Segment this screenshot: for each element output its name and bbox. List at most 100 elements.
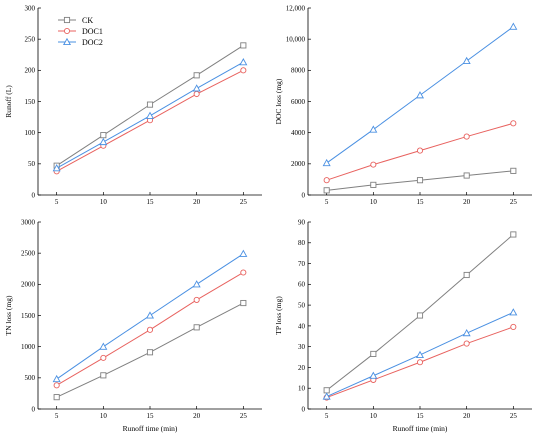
data-point-doc2: [99, 342, 108, 350]
y-tick-label: 60: [298, 281, 306, 289]
y-tick-label: 1500: [21, 312, 36, 320]
x-tick-label: 25: [240, 198, 248, 206]
y-axis-label: TP loss (mg): [274, 296, 283, 335]
data-point-doc2: [369, 371, 378, 379]
data-point-doc2: [415, 91, 425, 99]
x-tick-label: 15: [147, 412, 155, 420]
data-point-ck: [463, 172, 470, 179]
data-point-doc2: [99, 137, 108, 146]
y-tick-label: 300: [25, 4, 36, 12]
data-point-ck: [463, 271, 470, 279]
data-point-doc1: [510, 323, 517, 330]
x-tick-label: 5: [55, 198, 59, 206]
legend-marker-ck: [63, 16, 71, 24]
series-doc1: [323, 120, 517, 184]
chart-panel-4: 0 10 20 30 40 50 60 70 80 90 5 10 15 20 25 TP loss (mg)…: [274, 218, 532, 433]
data-point-doc1: [53, 382, 60, 389]
y-tick-label: 12,000: [286, 4, 306, 12]
data-point-ck: [510, 167, 517, 174]
legend-label: CK: [82, 16, 93, 25]
y-tick-label: 10,000: [286, 36, 306, 44]
legend: CK DOC1 DOC2: [58, 16, 103, 47]
x-tick-label: 25: [510, 198, 518, 206]
data-point-ck: [146, 101, 154, 108]
data-point-doc1: [416, 147, 424, 154]
x-axis-label: Runoff time (min): [393, 424, 448, 433]
series-doc1: [53, 67, 247, 175]
y-tick-label: 250: [25, 36, 36, 44]
data-point-ck: [370, 350, 377, 357]
y-tick-label: 90: [298, 218, 306, 226]
y-tick-label: 70: [298, 260, 306, 268]
x-tick-label: 20: [463, 198, 471, 206]
data-point-ck: [323, 187, 330, 194]
y-tick-label: 500: [25, 374, 36, 382]
data-point-ck: [100, 372, 107, 379]
data-point-doc2: [462, 328, 471, 337]
x-tick-label: 20: [193, 198, 201, 206]
series-doc2: [52, 249, 248, 383]
y-tick-label: 200: [25, 67, 36, 75]
data-point-doc2: [369, 125, 378, 133]
y-tick-label: 2000: [291, 160, 306, 168]
data-point-doc2: [415, 350, 425, 359]
y-tick-label: 50: [298, 302, 306, 310]
data-point-doc1: [100, 354, 107, 361]
x-tick-label: 15: [417, 412, 425, 420]
data-point-doc2: [322, 392, 331, 400]
data-point-ck: [146, 349, 154, 356]
y-axis-label: DOC loss (mg): [274, 78, 283, 124]
x-tick-label: 15: [417, 198, 425, 206]
data-point-doc2: [52, 374, 61, 383]
x-tick-label: 10: [100, 412, 108, 420]
data-point-ck: [240, 299, 247, 307]
series-doc1: [53, 269, 247, 389]
series-ck: [323, 167, 517, 194]
series-doc2: [322, 22, 518, 167]
x-tick-label: 15: [147, 198, 155, 206]
x-tick-label: 25: [510, 412, 518, 420]
data-point-doc2: [239, 249, 248, 257]
x-tick-label: 25: [240, 412, 248, 420]
x-tick-label: 10: [370, 412, 378, 420]
series-line-ck: [326, 234, 514, 391]
series-ck: [323, 231, 517, 394]
y-tick-label: 30: [298, 343, 306, 351]
y-tick-label: 50: [28, 160, 36, 168]
data-point-doc1: [240, 67, 247, 74]
data-point-doc1: [146, 326, 154, 333]
data-point-doc2: [509, 308, 518, 316]
series-doc2: [52, 58, 248, 172]
data-point-doc1: [370, 161, 377, 168]
x-tick-label: 20: [193, 412, 201, 420]
series-ck: [53, 299, 247, 401]
data-point-ck: [510, 231, 517, 238]
data-point-ck: [193, 324, 200, 331]
x-tick-label: 5: [325, 412, 329, 420]
data-point-doc2: [239, 58, 248, 66]
data-point-doc1: [240, 269, 247, 276]
series-doc2: [322, 308, 518, 400]
data-point-ck: [370, 181, 377, 188]
y-tick-label: 0: [32, 405, 36, 413]
data-point-ck: [416, 177, 424, 184]
y-tick-label: 80: [298, 239, 306, 247]
data-point-ck: [416, 312, 424, 319]
x-tick-label: 10: [100, 198, 108, 206]
y-tick-label: 0: [32, 191, 36, 199]
data-point-doc2: [52, 164, 61, 172]
series-ck: [53, 42, 247, 169]
y-tick-label: 0: [302, 405, 306, 413]
data-point-ck: [100, 132, 107, 139]
x-tick-label: 5: [55, 412, 59, 420]
y-tick-label: 150: [25, 98, 36, 106]
x-axis-label: Runoff time (min): [123, 424, 178, 433]
chart-panel-2: 0 2000 4000 6000 8000 10,000 12,000 5 10 15 20 25 DO…: [274, 4, 532, 206]
data-point-doc2: [462, 56, 471, 65]
y-tick-label: 0: [302, 191, 306, 199]
y-tick-label: 3000: [21, 218, 36, 226]
data-point-doc1: [510, 120, 517, 127]
data-point-ck: [193, 72, 200, 79]
